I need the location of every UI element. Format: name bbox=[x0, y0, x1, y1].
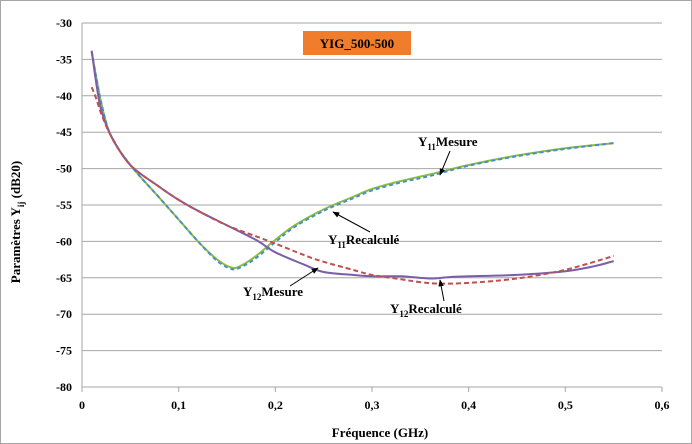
annotation-text: Mesure bbox=[436, 134, 478, 149]
y-tick-label: -60 bbox=[56, 234, 72, 248]
y-tick-label: -50 bbox=[56, 162, 72, 176]
y-tick-label: -75 bbox=[56, 344, 72, 358]
series-line-y12-recalcule bbox=[90, 86, 614, 285]
annotation-sub: 11 bbox=[337, 240, 346, 250]
x-tick-label: 0,4 bbox=[461, 398, 476, 412]
chart-title: YIG_500-500 bbox=[303, 31, 411, 55]
annotation-1: Y11Mesure bbox=[418, 134, 478, 176]
y-tick-label: -55 bbox=[56, 198, 72, 212]
annotation-label: Y11Recalculé bbox=[328, 232, 400, 250]
x-axis-title: Fréquence (GHz) bbox=[332, 425, 428, 440]
annotation-text: Recalculé bbox=[346, 232, 400, 247]
y-tick-label: -65 bbox=[56, 271, 72, 285]
x-tick-label: 0,5 bbox=[558, 398, 573, 412]
annotation-4: Y12Recalculé bbox=[390, 279, 462, 319]
annotation-text: Recalculé bbox=[408, 301, 462, 316]
annotation-label: Y12Recalculé bbox=[390, 301, 462, 319]
y-tick-label: -30 bbox=[56, 16, 72, 30]
annotation-label: Y12Mesure bbox=[243, 284, 303, 302]
y-axis-title: Paramètres Yij (dB20) bbox=[8, 161, 26, 283]
annotation-text: Mesure bbox=[261, 284, 303, 299]
annotation-sub: 12 bbox=[252, 292, 262, 302]
y-axis-title-main: Paramètres Y bbox=[8, 206, 23, 283]
annotation-arrow bbox=[289, 267, 319, 287]
series-line-y11-recalcule bbox=[90, 51, 614, 271]
axes: -30 -35 -40 -45 -50 -55 -60 -65 -70 -75 -80 0 0,1 0,2… bbox=[56, 16, 670, 412]
y-tick-label: -40 bbox=[56, 89, 72, 103]
annotation-base: Y bbox=[390, 301, 400, 316]
annotation-arrow bbox=[439, 150, 451, 176]
y-tick-label: -45 bbox=[56, 125, 72, 139]
annotation-sub: 11 bbox=[427, 142, 436, 152]
y-axis-title-suffix: (dB20) bbox=[8, 161, 23, 202]
annotation-sub: 12 bbox=[399, 309, 409, 319]
annotation-arrow bbox=[438, 279, 445, 302]
annotation-base: Y bbox=[418, 134, 428, 149]
annotation-base: Y bbox=[328, 232, 338, 247]
y-tick-label: -35 bbox=[56, 52, 72, 66]
x-tick-label: 0,2 bbox=[268, 398, 283, 412]
y-axis-title-sub: ij bbox=[16, 202, 26, 208]
x-tick-label: 0 bbox=[79, 398, 85, 412]
series-line-y12-mesure bbox=[90, 50, 614, 280]
annotation-arrow bbox=[332, 211, 371, 233]
annotation-label: Y11Mesure bbox=[418, 134, 478, 152]
x-tick-label: 0,3 bbox=[365, 398, 380, 412]
y-tick-label: -80 bbox=[56, 380, 72, 394]
chart-title-text: YIG_500-500 bbox=[320, 36, 394, 51]
x-tick-label: 0,1 bbox=[171, 398, 186, 412]
series-layer bbox=[90, 50, 614, 285]
x-tick-label: 0,6 bbox=[655, 398, 670, 412]
annotation-2: Y11Recalculé bbox=[328, 211, 400, 250]
title-box bbox=[303, 31, 411, 55]
annotations: Y11MesureY11RecalculéY12MesureY12Recalcu… bbox=[243, 134, 478, 319]
annotation-base: Y bbox=[243, 284, 253, 299]
annotation-3: Y12Mesure bbox=[243, 267, 319, 302]
y-tick-label: -70 bbox=[56, 307, 72, 321]
